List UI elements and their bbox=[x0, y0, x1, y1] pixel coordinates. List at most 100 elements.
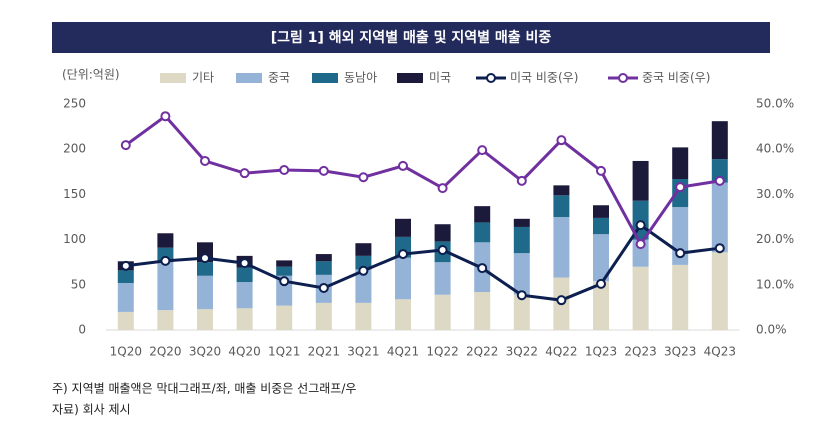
line-marker bbox=[398, 249, 408, 260]
line-marker bbox=[318, 282, 329, 293]
bar-segment bbox=[197, 262, 213, 276]
line-marker bbox=[239, 168, 250, 179]
footnote: 자료) 회사 제시 bbox=[52, 403, 131, 417]
bar-segment bbox=[711, 159, 728, 183]
line-marker bbox=[596, 165, 606, 176]
bar-segment bbox=[315, 254, 332, 262]
bar-segment bbox=[236, 282, 253, 309]
footnote: 주) 지역별 매출액은 막대그래프/좌, 매출 비중은 선그래프/우 bbox=[52, 382, 356, 396]
bar-segment bbox=[513, 218, 530, 227]
bar-segment bbox=[711, 182, 728, 253]
y-tick-label: 150 bbox=[63, 187, 86, 201]
bar-segment bbox=[474, 292, 491, 330]
line-marker bbox=[358, 172, 369, 183]
y2-tick-label: 50.0% bbox=[756, 97, 794, 111]
bar-segment bbox=[117, 282, 134, 312]
x-tick-label: 3Q23 bbox=[664, 345, 696, 359]
x-tick-label: 4Q21 bbox=[387, 345, 419, 359]
bar-segment bbox=[553, 217, 570, 278]
legend-marker bbox=[618, 73, 628, 83]
bar-segment bbox=[157, 233, 174, 248]
bar-segment bbox=[513, 294, 530, 330]
bar-segment bbox=[513, 226, 530, 254]
bar-segment bbox=[395, 257, 411, 300]
bar-segment bbox=[117, 311, 134, 330]
line-marker bbox=[516, 175, 527, 186]
line-marker bbox=[358, 265, 369, 276]
y2-tick-label: 40.0% bbox=[756, 142, 794, 156]
line-marker bbox=[714, 243, 725, 254]
legend-label: 중국 비중(우) bbox=[642, 71, 710, 85]
bar-segment bbox=[672, 147, 689, 180]
bar-segment bbox=[355, 255, 372, 270]
line bbox=[124, 114, 721, 247]
y2-tick-label: 0.0% bbox=[756, 323, 787, 337]
bar-segment bbox=[434, 224, 451, 242]
line-marker bbox=[556, 135, 567, 146]
line-marker bbox=[477, 263, 488, 274]
line-marker bbox=[596, 278, 606, 289]
x-tick-label: 2Q23 bbox=[624, 345, 656, 359]
bar-segment bbox=[434, 262, 451, 295]
bar-segment bbox=[157, 310, 174, 330]
line-marker bbox=[635, 220, 646, 231]
bar-segment bbox=[315, 302, 332, 330]
bar-segment bbox=[474, 222, 491, 243]
bar-segment bbox=[236, 308, 253, 330]
bar-segment bbox=[236, 267, 253, 283]
legend-swatch bbox=[160, 73, 186, 83]
x-tick-label: 1Q21 bbox=[268, 345, 300, 359]
legend-swatch bbox=[312, 73, 338, 83]
y2-tick-label: 20.0% bbox=[756, 232, 794, 246]
x-tick-label: 3Q21 bbox=[347, 345, 379, 359]
chart-title: [그림 1] 해외 지역별 매출 및 지역별 매출 비중 bbox=[271, 29, 552, 46]
y-tick-label: 0 bbox=[78, 323, 86, 337]
line-marker bbox=[516, 290, 527, 301]
line-marker bbox=[675, 248, 686, 259]
x-tick-label: 1Q23 bbox=[585, 345, 617, 359]
bar-segment bbox=[197, 275, 213, 310]
bar-segment bbox=[711, 121, 728, 160]
line-marker bbox=[477, 145, 488, 156]
line-marker bbox=[714, 175, 725, 186]
bar-segment bbox=[157, 262, 174, 311]
y-tick-label: 200 bbox=[63, 142, 86, 156]
bar-segment bbox=[197, 309, 213, 330]
line bbox=[125, 223, 720, 302]
x-tick-label: 2Q21 bbox=[308, 345, 340, 359]
line-marker bbox=[200, 155, 210, 166]
line-marker bbox=[398, 160, 408, 171]
x-tick-label: 4Q20 bbox=[228, 345, 260, 359]
bar-segment bbox=[276, 260, 293, 267]
legend-label: 미국 bbox=[429, 71, 451, 85]
bar-segment bbox=[355, 302, 372, 330]
legend-label: 중국 bbox=[268, 71, 290, 85]
bar-segment bbox=[593, 234, 609, 282]
bar-segment bbox=[395, 299, 411, 330]
bar-segment bbox=[395, 218, 411, 237]
line-marker bbox=[556, 295, 567, 306]
bar-segment bbox=[117, 270, 134, 283]
line-marker bbox=[120, 140, 131, 151]
y-tick-label: 50 bbox=[71, 277, 86, 291]
bar-segment bbox=[315, 261, 332, 275]
y2-tick-label: 30.0% bbox=[756, 187, 794, 201]
line-marker bbox=[437, 244, 448, 255]
title-bar bbox=[52, 22, 770, 53]
x-tick-label: 2Q20 bbox=[149, 345, 181, 359]
bar-segment bbox=[711, 252, 728, 330]
bar-segment bbox=[672, 264, 689, 330]
bar-segment bbox=[593, 281, 609, 330]
line-marker bbox=[160, 111, 171, 122]
bar-segment bbox=[355, 269, 372, 303]
legend-marker bbox=[486, 73, 496, 83]
bar-segment bbox=[513, 253, 530, 295]
line-marker bbox=[635, 239, 646, 250]
line-marker bbox=[279, 276, 290, 287]
bar-segment bbox=[276, 266, 293, 276]
line-marker bbox=[120, 260, 131, 271]
y-axis-unit: (단위:억원) bbox=[62, 68, 120, 82]
bar-segment bbox=[632, 160, 649, 201]
